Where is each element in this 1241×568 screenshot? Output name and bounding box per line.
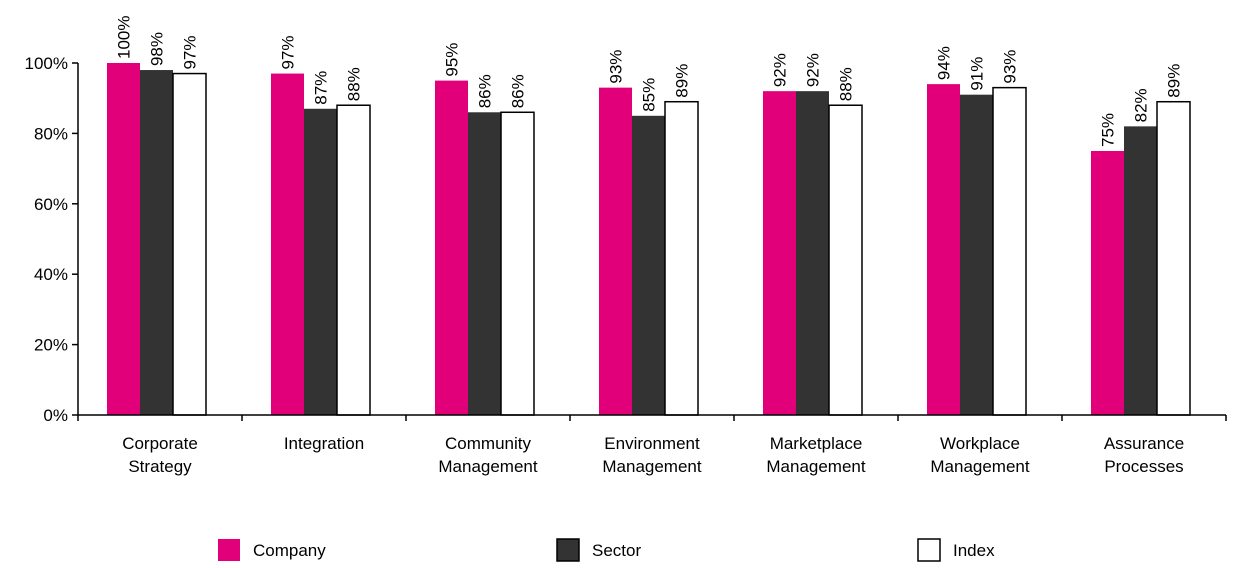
category-label-line: Community: [445, 434, 531, 453]
bar-index: [664, 100, 699, 416]
category-label-line: Workplace: [940, 434, 1020, 453]
legend-label-sector: Sector: [592, 541, 641, 560]
value-label: 89%: [1165, 64, 1184, 98]
category-label: Integration: [284, 434, 364, 453]
bar-company: [599, 87, 632, 415]
value-label: 98%: [148, 32, 167, 66]
value-label: 86%: [476, 74, 495, 108]
category-label-line: Integration: [284, 434, 364, 453]
category-label-line: Strategy: [128, 457, 192, 476]
value-label: 75%: [1099, 113, 1118, 147]
category-label: Community Management: [438, 434, 538, 476]
y-tick-label: 0%: [43, 406, 68, 425]
bar-index: [336, 104, 371, 416]
value-label: 92%: [804, 53, 823, 87]
bar-index: [992, 86, 1027, 416]
category-label: Workplace Management: [930, 434, 1030, 476]
category-label-line: Processes: [1104, 457, 1183, 476]
category-label-line: Marketplace: [770, 434, 863, 453]
value-label: 88%: [345, 67, 364, 101]
bar-sector: [796, 91, 829, 415]
value-label: 95%: [443, 43, 462, 77]
value-label: 94%: [935, 46, 954, 80]
category-label-line: Management: [602, 457, 702, 476]
category-label-line: Corporate: [122, 434, 198, 453]
legend-label-index: Index: [953, 541, 995, 560]
value-label: 85%: [640, 78, 659, 112]
value-label: 97%: [279, 36, 298, 70]
value-label: 97%: [181, 36, 200, 70]
bar-index: [500, 111, 535, 416]
bar-sector: [140, 70, 173, 415]
bar-company: [435, 80, 468, 415]
y-tick-label: 40%: [34, 265, 68, 284]
bar-index: [1156, 100, 1191, 416]
category-label: Corporate Strategy: [122, 434, 198, 476]
category-label: Marketplace Management: [766, 434, 866, 476]
value-label: 87%: [312, 71, 331, 105]
legend-swatch-company: [218, 539, 240, 561]
bar-company: [271, 73, 304, 415]
value-label: 88%: [837, 67, 856, 101]
value-label: 82%: [1132, 88, 1151, 122]
value-label: 92%: [771, 53, 790, 87]
value-labels-layer: 100% 98% 97% 97% 87% 88% 95% 86% 86% 93% 85% 89% 92%…: [115, 16, 1184, 147]
bar-sector: [468, 112, 501, 415]
y-tick-label: 100%: [25, 54, 68, 73]
value-label: 89%: [673, 64, 692, 98]
bar-sector: [632, 115, 665, 416]
bar-company: [107, 63, 140, 415]
bar-index: [828, 104, 863, 416]
category-label-line: Management: [438, 457, 538, 476]
category-label-line: Assurance: [1104, 434, 1184, 453]
bar-company: [763, 91, 796, 415]
category-label: Environment Management: [602, 434, 702, 476]
y-tick-label: 80%: [34, 124, 68, 143]
bar-company: [1091, 151, 1124, 415]
category-label-line: Environment: [604, 434, 700, 453]
category-label: Assurance Processes: [1104, 434, 1184, 476]
category-label-line: Management: [930, 457, 1030, 476]
bar-index: [172, 72, 207, 416]
y-tick-label: 60%: [34, 195, 68, 214]
legend-swatch-index: [917, 538, 941, 562]
axis-layer: 0% 20% 40% 60% 80% 100% Corporate Strategy Integ…: [25, 54, 1227, 476]
bars-layer: [107, 63, 1191, 416]
bar-sector: [1124, 126, 1157, 416]
value-label: 93%: [1001, 50, 1020, 84]
value-label: 86%: [509, 74, 528, 108]
bar-sector: [304, 108, 337, 415]
legend-swatch-sector: [556, 538, 580, 562]
y-tick-label: 20%: [34, 336, 68, 355]
bar-company: [927, 84, 960, 416]
legend: Company Sector Index: [218, 538, 995, 562]
value-label: 100%: [115, 16, 134, 59]
category-label-line: Management: [766, 457, 866, 476]
legend-label-company: Company: [253, 541, 326, 560]
bar-sector: [960, 94, 993, 416]
value-label: 91%: [968, 57, 987, 91]
value-label: 93%: [607, 50, 626, 84]
